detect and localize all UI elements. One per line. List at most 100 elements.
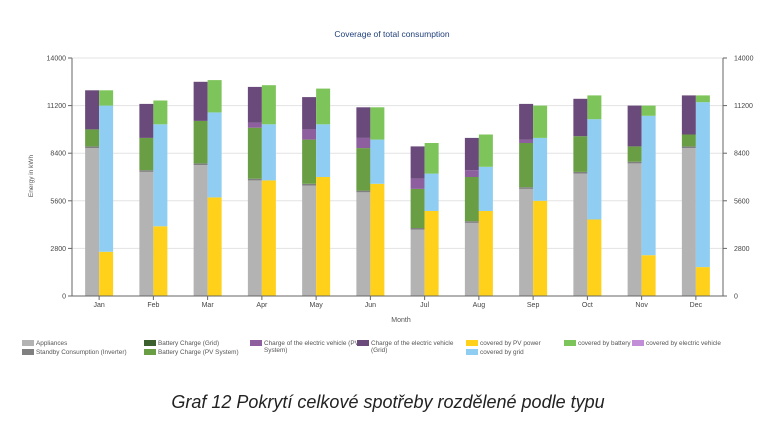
- x-tick-label: Nov: [635, 302, 648, 309]
- legend-swatch: [632, 340, 644, 346]
- bar-segment: [247, 180, 262, 296]
- bar-segment: [370, 107, 385, 140]
- x-tick-label: Jan: [93, 302, 104, 309]
- y-tick-label-right: 8400: [734, 151, 750, 158]
- bar-segment: [587, 119, 602, 220]
- y-tick-label-right: 0: [734, 294, 738, 301]
- bar-segment: [627, 146, 642, 162]
- bar-segment: [410, 229, 425, 296]
- bar-segment: [424, 211, 439, 296]
- bar-segment: [302, 97, 317, 130]
- x-tick-label: Sep: [527, 302, 540, 309]
- legend-swatch: [250, 340, 262, 346]
- bar-segment: [316, 88, 331, 125]
- bar-segment: [193, 81, 208, 121]
- legend-swatch: [564, 340, 576, 346]
- bar-segment: [85, 90, 100, 130]
- grid-lines: [72, 57, 723, 297]
- chart-legend: Appliances Standby Consumption (Inverter)…: [22, 340, 762, 362]
- bar-segment: [464, 222, 479, 296]
- legend-label: covered by electric vehicle: [646, 340, 721, 347]
- bar-segment: [193, 165, 208, 296]
- bar-segment: [139, 137, 154, 171]
- bar-segment: [410, 188, 425, 228]
- x-axis-label: Month: [391, 317, 411, 324]
- bar-segment: [587, 219, 602, 296]
- bar-segment: [356, 107, 371, 138]
- bar-segment: [641, 105, 656, 116]
- bar-segment: [519, 103, 534, 140]
- bar-segment: [356, 192, 371, 296]
- bar-segment: [153, 226, 168, 296]
- bar-segment: [573, 171, 588, 174]
- bar-segment: [370, 183, 385, 296]
- y-tick-label-left: 5600: [50, 198, 66, 205]
- legend-label: Appliances: [36, 340, 68, 347]
- bar-segment: [695, 95, 710, 103]
- bar-segment: [316, 177, 331, 296]
- x-tick-label: Apr: [256, 302, 268, 309]
- bar-segment: [261, 124, 276, 181]
- bar-segment: [99, 105, 114, 252]
- bar-segment: [356, 137, 371, 149]
- bar-segment: [573, 173, 588, 296]
- y-tick-label-right: 11200: [734, 103, 753, 110]
- bar-segment: [356, 148, 371, 191]
- legend-swatch: [22, 340, 34, 346]
- bar-segment: [478, 166, 493, 211]
- y-tick-label-right: 2800: [734, 246, 750, 253]
- bar-segment: [464, 137, 479, 171]
- x-tick-label: Dec: [690, 302, 703, 309]
- bar-segment: [464, 177, 479, 222]
- bar-segment: [153, 100, 168, 125]
- x-tick-label: Oct: [582, 302, 593, 309]
- bar-segment: [695, 102, 710, 268]
- bar-segment: [261, 85, 276, 125]
- bar-segment: [207, 80, 222, 113]
- bar-segment: [261, 180, 276, 296]
- bar-segment: [85, 148, 100, 296]
- bar-segment: [410, 146, 425, 179]
- bar-segment: [464, 221, 479, 223]
- bar-segment: [695, 267, 710, 296]
- bar-segment: [247, 127, 262, 179]
- bar-segment: [681, 148, 696, 296]
- x-tick-label: May: [310, 302, 324, 309]
- legend-label: Battery Charge (PV System): [158, 349, 239, 356]
- bar-segment: [85, 129, 100, 147]
- bar-segment: [573, 98, 588, 137]
- bar-segment: [424, 173, 439, 211]
- bar-segment: [193, 163, 208, 166]
- bar-segment: [627, 105, 642, 147]
- legend-label: covered by grid: [480, 349, 524, 356]
- bar-segment: [681, 146, 696, 149]
- bar-segment: [207, 197, 222, 296]
- bar-segment: [533, 200, 548, 296]
- bar-segment: [316, 124, 331, 177]
- bar-segment: [681, 95, 696, 135]
- bar-segment: [302, 129, 317, 140]
- y-tick-label-right: 5600: [734, 198, 750, 205]
- bar-segment: [410, 228, 425, 230]
- legend-label: Charge of the electric vehicle (Grid): [371, 340, 454, 354]
- legend-swatch: [357, 340, 369, 346]
- legend-swatch: [22, 349, 34, 355]
- legend-swatch: [466, 349, 478, 355]
- x-tick-label: Mar: [202, 302, 215, 309]
- x-tick-label: Aug: [473, 302, 486, 309]
- bars: [85, 80, 710, 296]
- bar-segment: [681, 134, 696, 147]
- bar-segment: [641, 255, 656, 296]
- legend-label: Battery Charge (Grid): [158, 340, 220, 347]
- legend-swatch: [144, 340, 156, 346]
- y-tick-label-left: 8400: [50, 151, 66, 158]
- y-tick-label-left: 2800: [50, 246, 66, 253]
- bar-segment: [627, 161, 642, 164]
- bar-segment: [573, 136, 588, 172]
- bar-segment: [139, 103, 154, 138]
- x-tick-label: Feb: [147, 302, 159, 309]
- x-tick-label: Jul: [420, 302, 429, 309]
- bar-segment: [370, 139, 385, 184]
- x-tick-label: Jun: [365, 302, 376, 309]
- y-tick-label-right: 14000: [734, 56, 754, 63]
